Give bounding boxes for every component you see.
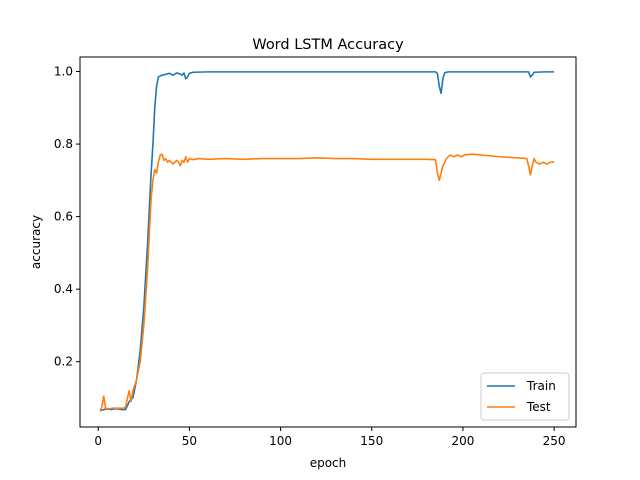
y-axis: 0.2 0.4 0.6 0.8 1.0	[54, 65, 80, 369]
x-tick-label: 250	[543, 434, 566, 448]
plot-area: 0 50 100 150 200 250 0.2 0.4 0.6 0.8 1.0	[54, 56, 577, 448]
series-line-train	[99, 71, 555, 412]
x-tick-label: 0	[94, 434, 102, 448]
series-layer	[99, 71, 555, 412]
y-axis-label: accuracy	[29, 215, 43, 269]
legend-label-test: Test	[526, 400, 551, 414]
y-tick-label: 0.6	[54, 210, 73, 224]
plot-frame	[79, 56, 577, 428]
y-tick-label: 0.8	[54, 137, 73, 151]
series-line-test	[99, 153, 555, 412]
legend: Train Test	[480, 372, 570, 421]
x-tick-label: 150	[360, 434, 383, 448]
y-tick-label: 0.2	[54, 355, 73, 369]
x-tick-label: 100	[269, 434, 292, 448]
chart-title: Word LSTM Accuracy	[252, 37, 404, 53]
x-tick-label: 200	[451, 434, 474, 448]
x-axis: 0 50 100 150 200 250	[94, 427, 566, 448]
legend-box	[480, 372, 570, 421]
y-tick-label: 0.4	[54, 282, 73, 296]
legend-label-train: Train	[526, 379, 556, 393]
y-tick-label: 1.0	[54, 65, 73, 79]
x-axis-label: epoch	[310, 456, 347, 470]
x-tick-label: 50	[182, 434, 197, 448]
